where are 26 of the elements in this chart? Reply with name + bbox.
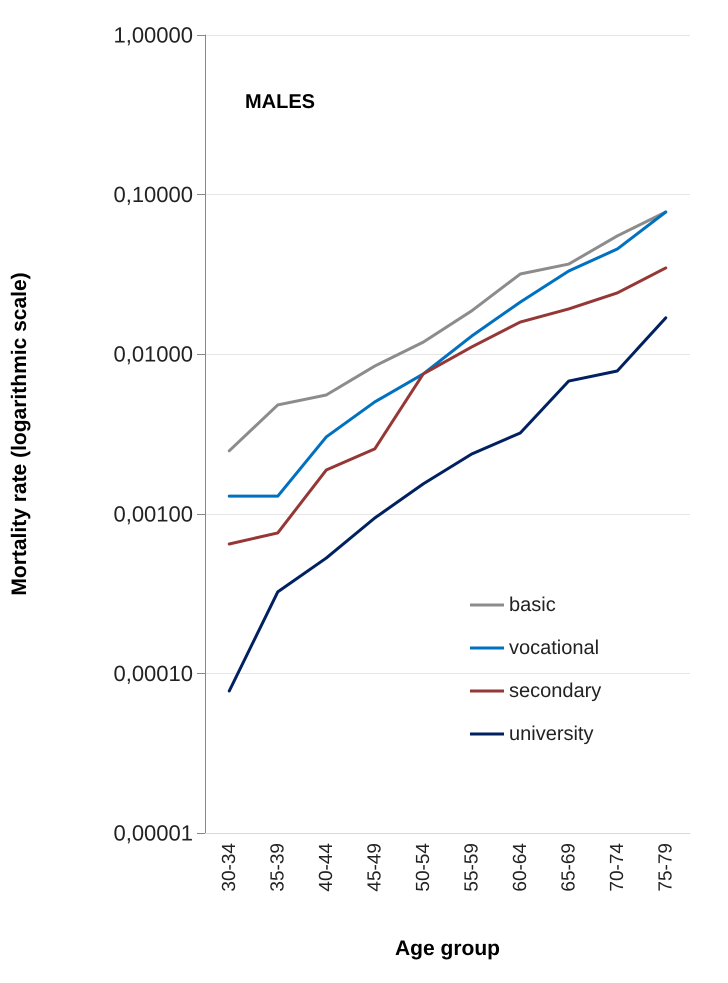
x-tick-label: 65-69 <box>558 843 580 892</box>
x-tick-label: 40-44 <box>316 842 337 892</box>
x-tick-label: 30-34 <box>218 842 240 892</box>
x-tick-label: 35-39 <box>267 843 288 892</box>
legend-label: university <box>509 723 594 745</box>
x-tick-label: 60-64 <box>510 842 531 892</box>
x-tick-label: 50-54 <box>412 842 434 892</box>
x-tick-label: 75-79 <box>655 843 676 892</box>
line-series <box>228 210 668 498</box>
y-tick-label: 0,00100 <box>113 501 193 526</box>
y-tick-label: 0,01000 <box>113 342 193 367</box>
line-series <box>228 266 668 546</box>
y-tick-label: 1,00000 <box>113 22 193 48</box>
y-axis-title: Mortality rate (logarithmic scale) <box>8 272 31 596</box>
annotation: MALES <box>245 91 315 113</box>
legend-label: vocational <box>509 637 600 659</box>
x-tick-label: 55-59 <box>461 843 482 892</box>
y-tick-label: 0,00001 <box>113 820 193 846</box>
y-tick-label: 0,00010 <box>113 660 193 686</box>
y-tick-label: 0,10000 <box>113 182 193 208</box>
line-series <box>228 210 668 452</box>
legend-label: basic <box>509 594 556 616</box>
x-axis-title: Age group <box>395 937 500 960</box>
legend-label: secondary <box>509 680 602 702</box>
x-tick-label: 70-74 <box>606 842 628 892</box>
x-tick-label: 45-49 <box>364 843 386 892</box>
